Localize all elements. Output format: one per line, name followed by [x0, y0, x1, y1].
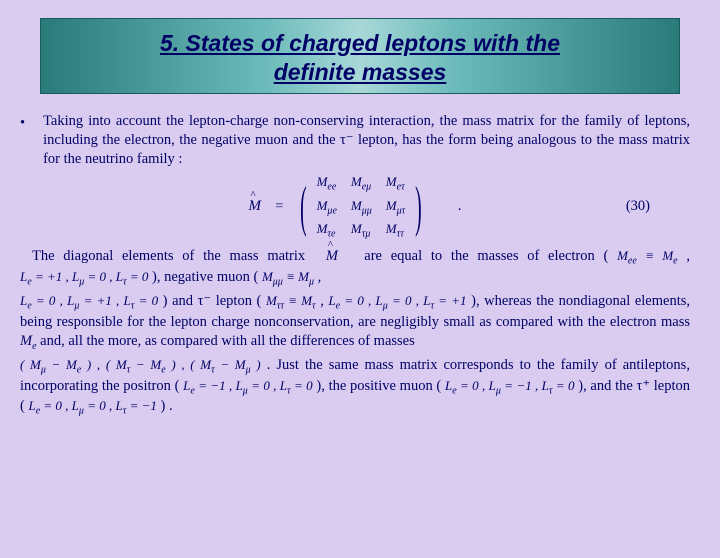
p4-me: Me	[20, 333, 37, 349]
rparen-icon: )	[415, 185, 422, 230]
p5-text-d: ) .	[160, 398, 172, 414]
p3-mtt: Mττ ≡ Mτ	[266, 293, 316, 308]
lparen-icon: (	[300, 185, 307, 230]
p5-le-pos: Le = −1 , Lμ = 0 , Lτ = 0	[183, 378, 312, 393]
p2-text-d: ), negative muon (	[152, 269, 262, 285]
paragraph-5: ( Mμ − Me ) , ( Mτ − Me ) , ( Mτ − Mμ ) …	[20, 356, 690, 418]
matrix-grid: MeeMeμMeτ MμeMμμMμτ MτeMτμMττ	[317, 173, 406, 241]
p3-le: Le = 0 , Lμ = +1 , Lτ = 0	[20, 293, 158, 308]
p5-text-b: ), the positive muon (	[316, 378, 445, 394]
p2-text-c: ,	[686, 248, 690, 264]
p2-text-b: are equal to the masses of electron (	[364, 248, 617, 264]
p5-le-mu: Le = 0 , Lμ = −1 , Lτ = 0	[445, 378, 574, 393]
p2-mee: Mee ≡ Me	[617, 248, 678, 263]
bullet-marker: •	[20, 112, 25, 169]
p3-text-d: ),	[471, 293, 479, 309]
eq-equals: =	[271, 198, 284, 216]
p2-text-a: The diagonal elements of the mass matrix	[32, 248, 314, 264]
eq-dot: .	[458, 197, 462, 216]
mass-matrix: ( MeeMeμMeτ MμeMμμMμτ MτeMτμMττ )	[294, 173, 428, 241]
title-bar: 5. States of charged leptons with the de…	[40, 18, 680, 94]
paragraph-3: Le = 0 , Lμ = +1 , Lτ = 0 ) and τ⁻ lepto…	[20, 292, 690, 353]
p4-text-b: and, all the more, as compared with all …	[40, 333, 415, 349]
paragraph-2: The diagonal elements of the mass matrix…	[20, 247, 690, 289]
p3-text-b: ) and τ⁻ lepton (	[163, 293, 266, 309]
bullet-paragraph: • Taking into account the lepton-charge …	[20, 112, 690, 169]
p2-text-e: ,	[318, 269, 322, 285]
p5-le-tau: Le = 0 , Lμ = 0 , Lτ = −1	[28, 398, 156, 413]
slide-title: 5. States of charged leptons with the de…	[61, 29, 659, 87]
paragraph-1: Taking into account the lepton-charge no…	[43, 112, 690, 169]
p2-mhat: M	[314, 247, 338, 266]
p2-mmm: Mμμ ≡ Mμ	[262, 269, 314, 284]
title-line-1: 5. States of charged leptons with the	[160, 30, 560, 56]
p2-le1: Le = +1 , Lμ = 0 , Lτ = 0	[20, 269, 148, 284]
p3-le2: Le = 0 , Lμ = 0 , Lτ = +1	[328, 293, 466, 308]
p5-diffs: ( Mμ − Me ) , ( Mτ − Me ) , ( Mτ − Mμ )	[20, 357, 261, 372]
equation-30: M = ( MeeMeμMeτ MμeMμμMμτ MτeMτμMττ ) . …	[20, 173, 690, 241]
eq-label: (30)	[626, 197, 650, 216]
content-area: • Taking into account the lepton-charge …	[0, 106, 720, 429]
title-line-2: definite masses	[274, 59, 447, 85]
eq-lhs: M	[248, 197, 261, 217]
